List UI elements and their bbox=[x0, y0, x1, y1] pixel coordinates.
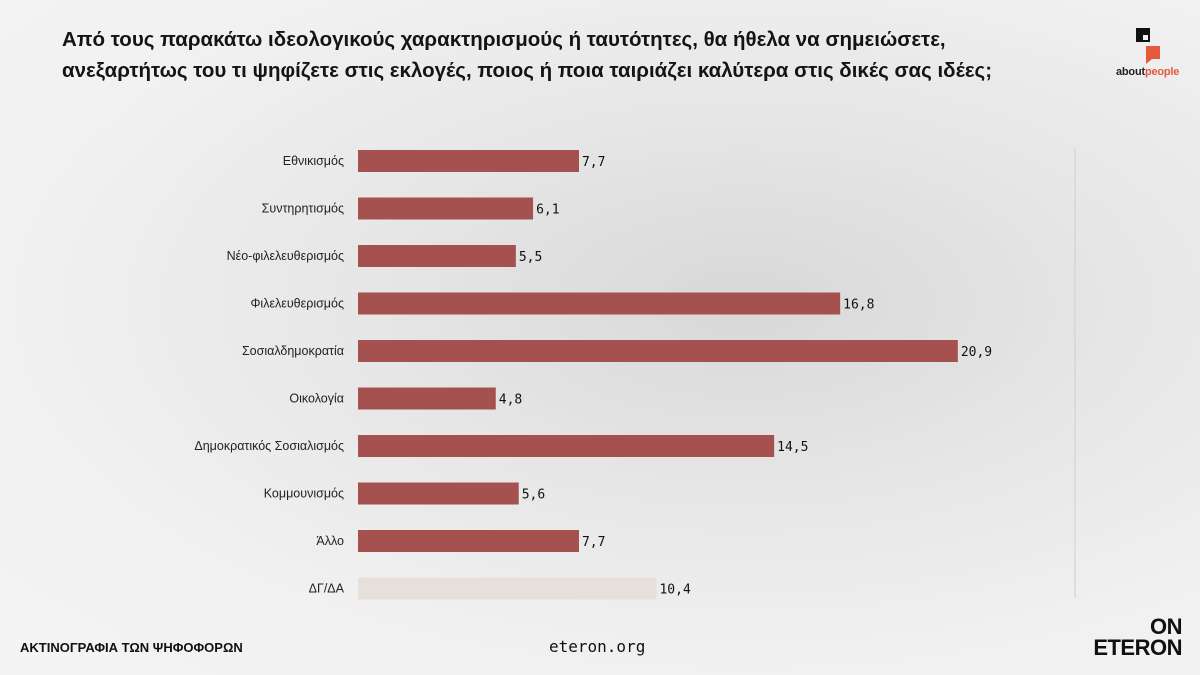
brand-line-2: ETERON bbox=[1093, 635, 1182, 660]
value-label: 7,7 bbox=[582, 535, 605, 550]
bar-3 bbox=[358, 245, 516, 267]
title-line-2: ανεξαρτήτως του τι ψηφίζετε στις εκλογές… bbox=[62, 59, 993, 82]
chart-title: Από τους παρακάτω ιδεολογικούς χαρακτηρι… bbox=[62, 24, 1122, 86]
bar-9 bbox=[358, 530, 579, 552]
footer-series-title: ΑΚΤΙΝΟΓΡΑΦΙΑ ΤΩΝ ΨΗΦΟΦΟΡΩΝ bbox=[20, 640, 243, 655]
bar-8 bbox=[358, 482, 519, 505]
bar-6 bbox=[358, 387, 496, 410]
bar-2 bbox=[358, 197, 534, 220]
bar-5 bbox=[358, 340, 958, 362]
category-label: Σοσιαλδημοκρατία bbox=[242, 344, 344, 358]
logo-prefix: about bbox=[1116, 66, 1145, 78]
footer-website: eteron.org bbox=[549, 637, 646, 656]
bar-1 bbox=[358, 150, 579, 172]
bar-7 bbox=[358, 435, 775, 457]
value-label: 20,9 bbox=[961, 345, 992, 360]
category-label: Κομμουνισμός bbox=[264, 487, 344, 501]
category-label: Δημοκρατικός Σοσιαλισμός bbox=[194, 439, 344, 453]
value-label: 4,8 bbox=[499, 393, 522, 408]
value-label: 5,6 bbox=[522, 488, 545, 503]
category-label: Εθνικισμός bbox=[283, 154, 344, 168]
category-label: Νέο-φιλελευθερισμός bbox=[227, 249, 344, 263]
value-label: 6,1 bbox=[536, 203, 559, 218]
value-label: 10,4 bbox=[659, 583, 690, 598]
category-label: ΔΓ/ΔΑ bbox=[309, 582, 345, 596]
category-label: Οικολογία bbox=[289, 392, 344, 406]
title-line-1: Από τους παρακάτω ιδεολογικούς χαρακτηρι… bbox=[62, 28, 946, 51]
brand-line-1: ON bbox=[1150, 614, 1182, 639]
category-label: Φιλελευθερισμός bbox=[250, 297, 344, 311]
category-label: Άλλο bbox=[316, 534, 344, 548]
on-eteron-brand: ON ETERON bbox=[1093, 614, 1182, 660]
logo-accent: people bbox=[1144, 66, 1180, 78]
bar-10 bbox=[358, 577, 657, 600]
category-label: Συντηρητισμός bbox=[262, 202, 344, 216]
value-label: 16,8 bbox=[843, 298, 874, 313]
aboutpeople-logo-icon bbox=[1136, 28, 1160, 64]
bar-4 bbox=[358, 292, 841, 315]
aboutpeople-logo-text: aboutpeople bbox=[1116, 66, 1179, 78]
value-label: 7,7 bbox=[582, 155, 605, 170]
value-label: 14,5 bbox=[777, 440, 808, 455]
value-label: 5,5 bbox=[519, 250, 542, 265]
